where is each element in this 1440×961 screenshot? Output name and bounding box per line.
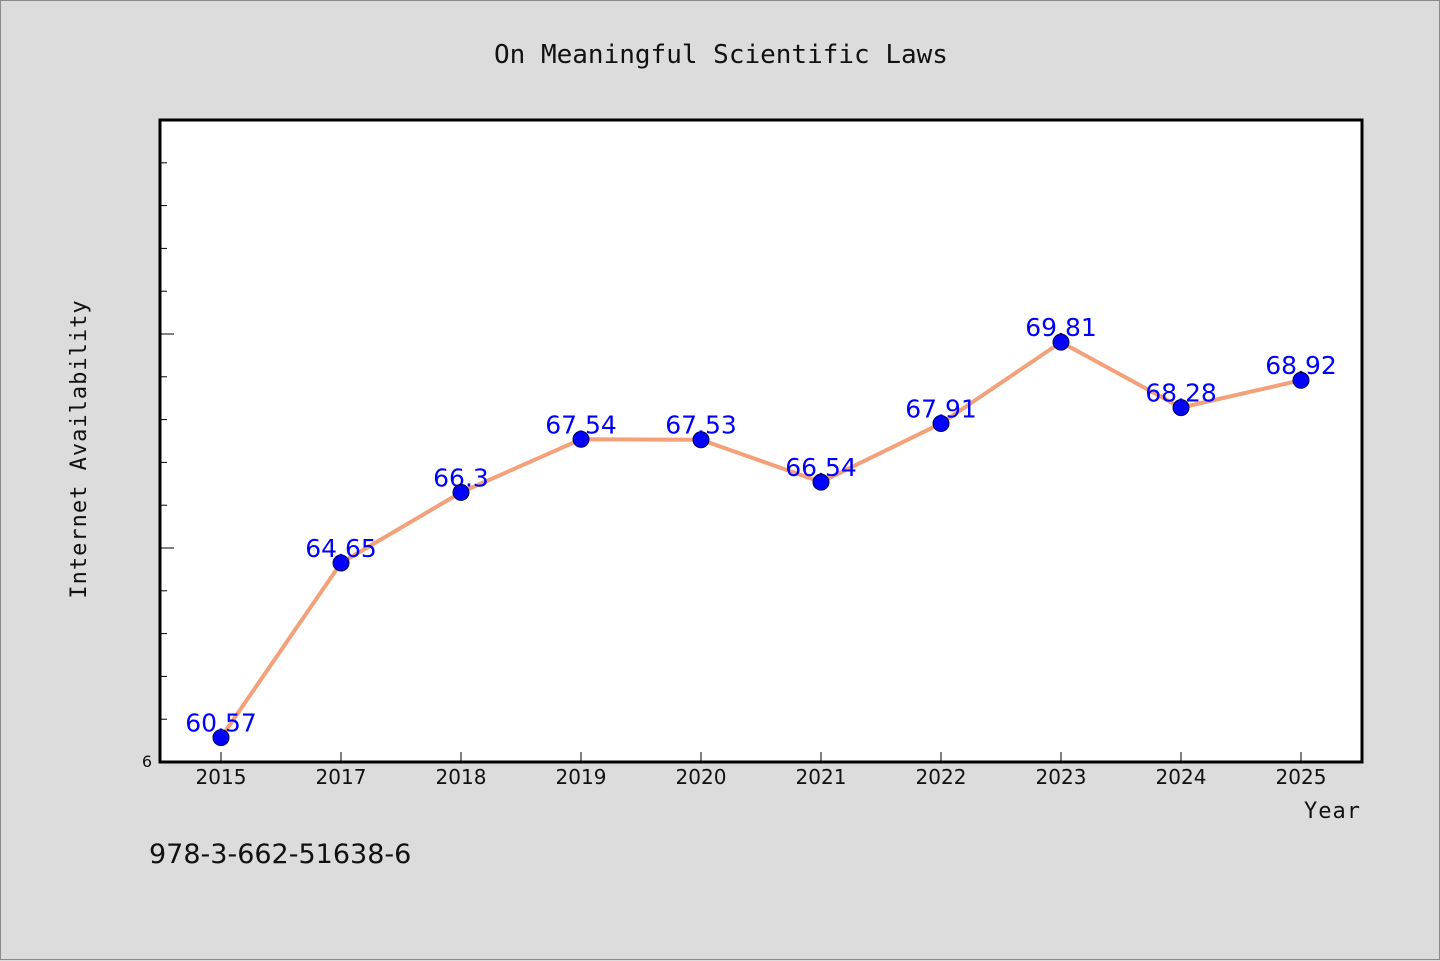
y-axis-label: Internet Availability bbox=[67, 299, 92, 598]
data-point bbox=[332, 554, 350, 572]
x-tick-label: 2024 bbox=[1156, 765, 1207, 789]
data-point bbox=[1052, 333, 1070, 351]
x-tick-label: 2020 bbox=[676, 765, 727, 789]
x-tick-label: 2025 bbox=[1276, 765, 1327, 789]
data-point bbox=[1172, 399, 1190, 417]
data-point bbox=[452, 483, 470, 501]
x-axis-label: Year bbox=[1304, 799, 1361, 824]
isbn-text: 978-3-662-51638-6 bbox=[149, 839, 411, 870]
x-tick-label: 2019 bbox=[556, 765, 607, 789]
series-line bbox=[219, 340, 1303, 740]
x-tick-label: 2018 bbox=[436, 765, 487, 789]
x-tick-label: 2023 bbox=[1036, 765, 1087, 789]
data-point bbox=[932, 414, 950, 432]
x-tick-label: 2022 bbox=[916, 765, 967, 789]
y-axis-ticks bbox=[160, 162, 174, 720]
x-axis-tick-labels: 2015 2017 2018 2019 2020 2021 2022 2023 2024 2025 bbox=[196, 765, 1327, 789]
data-point bbox=[572, 430, 590, 448]
plot-area bbox=[158, 118, 1364, 764]
data-point bbox=[692, 431, 710, 449]
data-point bbox=[212, 729, 230, 747]
chart-title: On Meaningful Scientific Laws bbox=[494, 40, 948, 70]
x-tick-label: 2021 bbox=[796, 765, 847, 789]
x-axis-ticks bbox=[220, 752, 1302, 762]
x-tick-label: 2015 bbox=[196, 765, 247, 789]
data-point bbox=[1292, 371, 1310, 389]
x-tick-label: 2017 bbox=[316, 765, 367, 789]
y-tick-label: 6 bbox=[142, 752, 152, 771]
data-markers bbox=[212, 333, 1310, 747]
data-point bbox=[812, 473, 830, 491]
